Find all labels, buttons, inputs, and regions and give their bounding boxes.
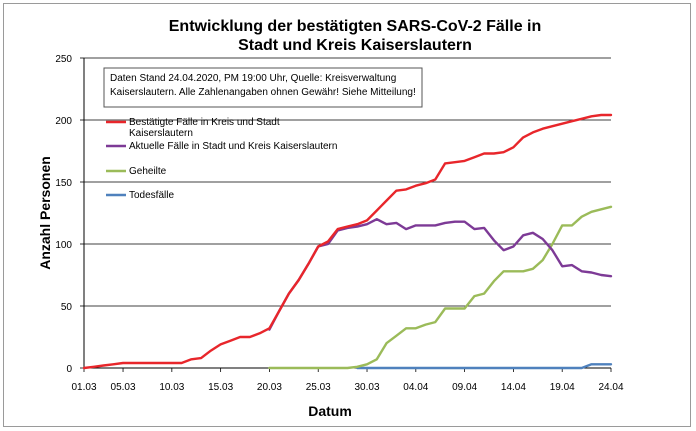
series-line-active [268, 217, 613, 331]
legend-label-confirmed-line-2: Kaiserslautern [129, 128, 193, 139]
note-line-1: Daten Stand 24.04.2020, PM 19:00 Uhr, Qu… [110, 73, 396, 84]
series-line-recovered [268, 205, 613, 370]
x-tick-label-10.03: 10.03 [159, 382, 184, 393]
x-tick-label-04.04: 04.04 [403, 382, 428, 393]
series-line-deaths [356, 363, 613, 370]
note-box-frame [103, 67, 423, 108]
y-tick-label-50: 50 [61, 302, 73, 313]
x-tick-label-30.03: 30.03 [355, 382, 380, 393]
x-tick-label-01.03: 01.03 [71, 382, 96, 393]
x-tick-label-14.04: 14.04 [501, 382, 526, 393]
x-tick-label-15.03: 15.03 [208, 382, 233, 393]
x-tick-label-25.03: 25.03 [306, 382, 331, 393]
y-tick-label-200: 200 [55, 116, 72, 127]
series-line-confirmed [82, 113, 613, 370]
legend-label-confirmed-line-1: Bestätigte Fälle in Kreis und Stadt [129, 117, 280, 128]
chart-title-line-1: Entwicklung der bestätigten SARS-CoV-2 F… [169, 18, 542, 35]
note-line-2: Kaiserslautern. Alle Zahlenangaben ohnen… [110, 87, 416, 98]
x-tick-label-20.03: 20.03 [257, 382, 282, 393]
plot-area: 0 50 100 150 200 250 01.03 05.03 10.03 15.03 20.03… [55, 54, 624, 393]
y-tick-label-250: 250 [55, 54, 72, 65]
y-tick-label-100: 100 [55, 240, 72, 251]
x-tick-label-19.04: 19.04 [550, 382, 575, 393]
legend: Bestätigte Fälle in Kreis und Stadt Kais… [106, 117, 337, 201]
x-tick-label-09.04: 09.04 [452, 382, 477, 393]
legend-label-deaths: Todesfälle [129, 190, 174, 201]
y-tick-label-0: 0 [66, 364, 72, 375]
chart-title-line-2: Stadt und Kreis Kaiserslautern [238, 37, 472, 54]
x-tick-label-24.04: 24.04 [598, 382, 623, 393]
y-tick-label-150: 150 [55, 178, 72, 189]
x-tick-label-05.03: 05.03 [111, 382, 136, 393]
y-axis-title: Anzahl Personen [37, 156, 53, 270]
legend-label-active: Aktuelle Fälle in Stadt und Kreis Kaiser… [129, 141, 337, 152]
legend-label-recovered: Geheilte [129, 166, 167, 177]
data-source-note: Daten Stand 24.04.2020, PM 19:00 Uhr, Qu… [103, 67, 423, 108]
x-axis-title: Datum [308, 403, 352, 419]
